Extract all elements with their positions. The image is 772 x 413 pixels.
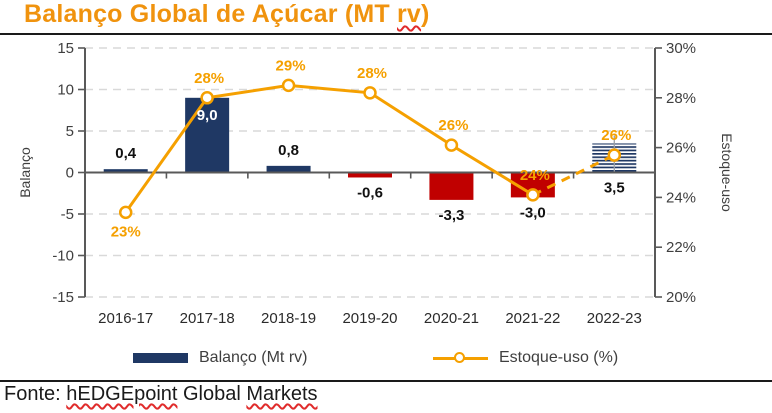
source-word-markets: Markets (246, 383, 318, 405)
line-marker-2016-17 (118, 205, 133, 220)
chart-title-prefix: Balanço Global de Açúcar (MT (24, 0, 397, 28)
x-category-label: 2018-19 (261, 310, 316, 327)
line-marker-2021-22 (526, 188, 540, 202)
left-axis-tick-label: -10 (52, 248, 74, 265)
bar-2018-19 (266, 165, 311, 173)
legend-bar-swatch-icon (133, 353, 188, 363)
chart-title: Balanço Global de Açúcar (MT rv) (24, 0, 430, 29)
line-value-label: 24% (520, 167, 550, 184)
bar-value-label: 0,4 (115, 145, 137, 162)
bar-value-label: 0,8 (278, 142, 299, 159)
line-marker-2017-18 (200, 91, 214, 105)
line-marker-2020-21 (444, 138, 459, 152)
line-value-label: 26% (601, 127, 631, 144)
left-axis-tick-label: -15 (52, 289, 74, 306)
chart-title-spellcheck-word: rv (397, 0, 422, 28)
left-axis-title: Balanço (17, 147, 33, 198)
line-value-label: 23% (111, 223, 141, 240)
source-note: Fonte: hEDGEpoint Global Markets (4, 383, 318, 406)
source-word-hedgepoint: hEDGEpoint (66, 383, 178, 405)
left-axis-tick-label: 15 (57, 40, 74, 57)
right-axis-tick-label: 30% (666, 40, 696, 57)
legend-line-marker-icon (433, 352, 488, 364)
title-divider (0, 33, 772, 35)
legend-item-balanco: Balanço (Mt rv) (133, 347, 307, 369)
source-middle: Global (177, 383, 247, 405)
x-category-label: 2022-23 (587, 310, 642, 327)
x-category-label: 2021-22 (505, 310, 560, 327)
combo-chart: 15 10 5 0 -5 -10 -15 Balanço 30% 28% 26% 24% 22% 20% E… (17, 40, 735, 327)
right-axis-tick-label: 20% (666, 289, 696, 306)
bar-value-label: -3,3 (438, 207, 464, 224)
line-marker-2022-23 (607, 148, 622, 162)
legend-item-estoque-uso: Estoque-uso (%) (433, 347, 618, 369)
right-axis-tick-label: 24% (666, 189, 696, 206)
bar-2016-17 (103, 169, 148, 173)
bar-value-label: -0,6 (357, 184, 383, 201)
chart-legend: Balanço (Mt rv) Estoque-uso (%) (0, 347, 772, 369)
line-value-label: 26% (438, 117, 468, 134)
bar-value-label: -3,0 (520, 204, 546, 221)
footer-divider (0, 380, 772, 382)
line-marker-2018-19 (281, 78, 296, 93)
right-axis-tick-label: 22% (666, 239, 696, 256)
x-category-label: 2017-18 (180, 310, 235, 327)
x-category-label: 2020-21 (424, 310, 479, 327)
line-value-label: 29% (276, 57, 306, 74)
legend-line-label: Estoque-uso (%) (499, 349, 619, 366)
line-value-label: 28% (357, 65, 387, 82)
line-value-label: 28% (194, 70, 224, 87)
line-marker-2019-20 (363, 86, 377, 100)
left-axis-tick-label: -5 (61, 206, 74, 223)
right-axis-tick-label: 26% (666, 140, 696, 157)
line-series-solid (124, 83, 534, 214)
x-category-label: 2019-20 (342, 310, 397, 327)
bar-2020-21 (429, 172, 474, 200)
bar-value-label: 9,0 (197, 107, 218, 124)
right-axis-title: Estoque-uso (719, 133, 735, 212)
left-axis-tick-label: 10 (57, 82, 74, 99)
bar-2019-20 (348, 172, 392, 178)
legend-bar-label: Balanço (Mt rv) (199, 349, 308, 366)
bar-2017-18 (185, 97, 230, 173)
right-axis-tick-label: 28% (666, 90, 696, 107)
x-category-label: 2016-17 (98, 310, 153, 327)
left-axis-tick-label: 0 (66, 165, 74, 182)
source-label: Fonte: (4, 383, 67, 405)
left-axis-tick-label: 5 (66, 123, 74, 140)
chart-title-suffix: ) (421, 0, 430, 28)
bar-value-label: 3,5 (604, 180, 625, 197)
